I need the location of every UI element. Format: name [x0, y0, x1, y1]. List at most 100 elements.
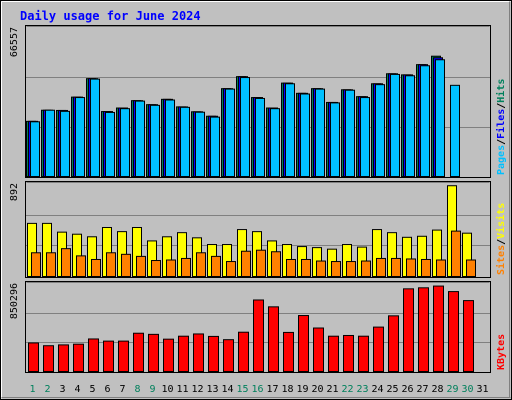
bar-pages-day-25: [390, 73, 400, 177]
day-label-2: 2: [44, 384, 50, 395]
bar-kbytes-day-28: [433, 285, 444, 372]
bar-kbytes-day-9: [148, 333, 159, 373]
day-label-1: 1: [29, 384, 35, 395]
bar-sites-day-8: [136, 255, 146, 277]
legend: Sites/Visits: [495, 203, 507, 275]
bar-sites-day-11: [181, 257, 191, 278]
bar-sites-day-5: [91, 258, 101, 277]
bar-sites-day-25: [391, 257, 401, 278]
day-label-17: 17: [266, 384, 278, 395]
bar-pages-day-20: [315, 88, 325, 177]
bar-kbytes-day-29: [448, 291, 459, 372]
legend: Pages/Files/Hits: [495, 79, 507, 175]
day-label-12: 12: [191, 384, 203, 395]
bar-kbytes-day-21: [328, 335, 339, 373]
bar-sites-day-17: [271, 251, 281, 278]
bar-pages-day-28: [435, 59, 445, 177]
y-max-label: 892: [9, 183, 20, 201]
bar-sites-day-29: [451, 230, 461, 277]
bar-pages-day-6: [105, 111, 115, 177]
bar-sites-day-13: [211, 255, 221, 277]
bar-pages-day-1: [30, 121, 40, 177]
bar-pages-day-7: [120, 108, 130, 177]
day-label-3: 3: [59, 384, 65, 395]
legend-entry: /: [496, 239, 507, 245]
day-label-6: 6: [104, 384, 110, 395]
bar-pages-day-15: [240, 77, 250, 177]
day-label-28: 28: [431, 384, 443, 395]
bar-pages-day-13: [210, 116, 220, 177]
day-label-11: 11: [176, 384, 188, 395]
bar-pages-day-26: [405, 75, 415, 177]
bar-sites-day-2: [46, 252, 56, 278]
bar-sites-day-3: [61, 248, 71, 277]
bar-pages-day-12: [195, 111, 205, 177]
bar-sites-day-30: [466, 259, 476, 278]
day-label-23: 23: [356, 384, 368, 395]
bar-sites-day-27: [421, 258, 431, 277]
bar-sites-day-4: [76, 255, 86, 277]
bar-sites-day-9: [151, 260, 161, 278]
bar-kbytes-day-18: [283, 331, 294, 373]
panel-visits-sites: 892 Sites/Visits: [9, 181, 507, 278]
day-label-7: 7: [119, 384, 125, 395]
bar-pages-day-16: [255, 97, 265, 177]
legend-entry: KBytes: [496, 334, 507, 370]
bar-kbytes-day-17: [268, 306, 279, 372]
day-label-10: 10: [161, 384, 173, 395]
legend: KBytes: [496, 334, 507, 370]
bar-sites-day-23: [361, 260, 371, 277]
bar-kbytes-day-16: [253, 299, 264, 372]
day-label-25: 25: [386, 384, 398, 395]
bar-pages-day-9: [150, 104, 160, 177]
bar-sites-day-1: [31, 252, 41, 278]
day-label-26: 26: [401, 384, 413, 395]
bar-kbytes-day-24: [373, 326, 384, 373]
bar-sites-day-24: [376, 257, 386, 278]
bar-pages-day-8: [135, 100, 145, 177]
day-label-20: 20: [311, 384, 323, 395]
legend-entry: /: [496, 103, 507, 109]
bar-kbytes-day-27: [418, 287, 429, 372]
bar-sites-day-21: [331, 261, 341, 277]
bar-kbytes-day-19: [298, 315, 309, 373]
bar-pages-day-27: [420, 65, 430, 177]
day-label-16: 16: [251, 384, 263, 395]
panel-kbytes: 850296 KBytes: [9, 281, 507, 373]
panel-hits-files-pages: 66557 Pages/Files/Hits: [9, 25, 507, 178]
day-label-9: 9: [149, 384, 155, 395]
bar-pages-day-11: [180, 106, 190, 177]
bar-kbytes-day-1: [28, 342, 39, 372]
legend-entry: Sites: [495, 245, 507, 275]
bar-sites-day-18: [286, 258, 296, 277]
bar-kbytes-day-14: [223, 339, 234, 373]
bar-pages-day-18: [285, 83, 295, 177]
bar-kbytes-day-22: [343, 334, 354, 373]
x-axis-day-labels: 1 2 3 4 5 6 7 8 9 10 11 12 13 14 15 16 17 18 19 20 21 22 23 24 2…: [29, 384, 488, 395]
bar-kbytes-day-25: [388, 315, 399, 373]
bar-kbytes-day-10: [163, 338, 174, 372]
bar-pages-day-22: [345, 89, 355, 177]
bar-kbytes-day-13: [208, 335, 219, 372]
day-label-30: 30: [461, 384, 473, 395]
day-label-5: 5: [89, 384, 95, 395]
legend-entry: /: [496, 139, 507, 145]
bar-kbytes-day-12: [193, 333, 204, 373]
bar-sites-day-15: [241, 250, 251, 277]
bar-sites-day-10: [166, 259, 176, 278]
day-label-27: 27: [416, 384, 428, 395]
bar-pages-day-14: [225, 88, 235, 177]
bar-kbytes-day-5: [88, 338, 99, 373]
bar-sites-day-22: [346, 261, 356, 277]
legend-entry: Files: [495, 109, 507, 139]
bar-pages-day-10: [165, 99, 175, 177]
y-max-label: 66557: [9, 27, 20, 57]
bar-sites-day-16: [256, 249, 266, 278]
bar-kbytes-day-26: [403, 288, 414, 372]
bar-sites-day-12: [196, 252, 206, 278]
bar-sites-day-20: [316, 260, 326, 277]
chart-title: Daily usage for June 2024: [20, 9, 201, 23]
bar-kbytes-day-15: [238, 331, 249, 372]
bar-pages-day-5: [90, 78, 100, 177]
day-label-29: 29: [446, 384, 458, 395]
